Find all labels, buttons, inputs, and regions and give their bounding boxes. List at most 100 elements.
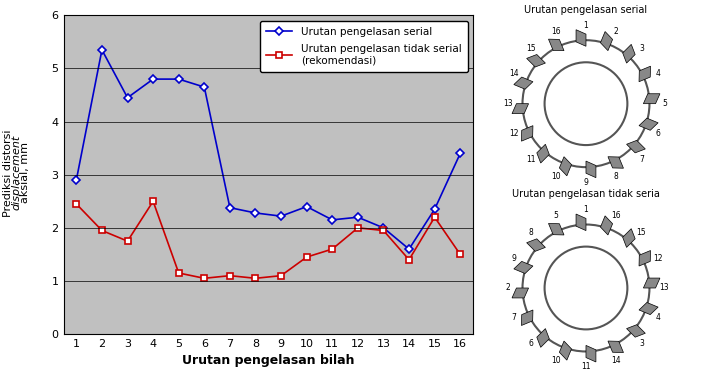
Legend: Urutan pengelasan serial, Urutan pengelasan tidak serial
(rekomendasi): Urutan pengelasan serial, Urutan pengela… [261,21,468,72]
Urutan pengelasan tidak serial
(rekomendasi) [226,273,234,278]
Text: 10: 10 [551,172,561,180]
Title: Urutan pengelasan serial: Urutan pengelasan serial [525,5,647,15]
Urutan pengelasan serial [354,215,362,220]
Polygon shape [586,161,596,178]
Polygon shape [626,141,645,153]
Text: 7: 7 [639,155,644,164]
Line: Urutan pengelasan serial: Urutan pengelasan serial [73,47,463,252]
Polygon shape [514,77,533,89]
Polygon shape [643,278,660,288]
Urutan pengelasan tidak serial
(rekomendasi) [251,276,260,281]
Text: aksial, mm: aksial, mm [20,142,30,203]
Polygon shape [626,325,645,337]
Urutan pengelasan tidak serial
(rekomendasi) [97,228,106,233]
Urutan pengelasan serial [124,95,132,100]
Urutan pengelasan serial [174,77,183,81]
Urutan pengelasan tidak serial
(rekomendasi) [72,202,80,206]
Polygon shape [639,250,650,266]
Urutan pengelasan tidak serial
(rekomendasi) [149,199,157,204]
Urutan pengelasan serial [456,151,465,156]
Text: Prediksi distorsi: Prediksi distorsi [4,129,13,217]
Text: 4: 4 [656,69,661,78]
Text: 3: 3 [639,44,644,53]
Urutan pengelasan serial [200,85,208,89]
Polygon shape [576,214,586,230]
Polygon shape [537,144,549,163]
Polygon shape [639,66,650,82]
Text: 10: 10 [551,356,561,365]
Urutan pengelasan serial [431,207,439,212]
Polygon shape [527,239,546,251]
Text: 7: 7 [511,313,516,323]
Urutan pengelasan tidak serial
(rekomendasi) [277,273,285,278]
Text: 13: 13 [503,99,513,108]
Text: 12: 12 [509,129,518,138]
Urutan pengelasan serial [379,225,388,230]
Polygon shape [512,288,529,298]
Text: 16: 16 [551,27,561,36]
Text: 9: 9 [584,177,588,187]
Text: 8: 8 [528,228,533,237]
Urutan pengelasan serial [72,178,80,182]
Urutan pengelasan tidak serial
(rekomendasi) [379,228,388,233]
Polygon shape [586,346,596,362]
Polygon shape [549,39,564,51]
Urutan pengelasan serial [302,204,311,209]
Text: 4: 4 [656,313,661,323]
Text: 2: 2 [614,27,618,36]
Text: 16: 16 [611,211,621,220]
Text: 15: 15 [526,44,535,53]
Title: Urutan pengelasan tidak seria: Urutan pengelasan tidak seria [512,189,660,199]
Urutan pengelasan serial [226,205,234,210]
Polygon shape [537,329,549,348]
Polygon shape [512,104,529,114]
Line: Urutan pengelasan tidak serial
(rekomendasi): Urutan pengelasan tidak serial (rekomend… [73,198,463,281]
X-axis label: Urutan pengelasan bilah: Urutan pengelasan bilah [182,354,354,367]
Urutan pengelasan tidak serial
(rekomendasi) [354,225,362,230]
Urutan pengelasan serial [277,214,285,218]
Polygon shape [601,31,613,51]
Polygon shape [608,341,623,353]
Urutan pengelasan tidak serial
(rekomendasi) [200,276,208,281]
Polygon shape [522,310,533,326]
Polygon shape [623,228,635,247]
Text: 1: 1 [584,21,588,30]
Text: 13: 13 [659,283,669,293]
Text: 14: 14 [611,356,621,365]
Urutan pengelasan serial [97,48,106,52]
Text: displacement: displacement [12,135,22,210]
Urutan pengelasan serial [251,211,260,215]
Text: 6: 6 [528,339,533,348]
Polygon shape [601,216,613,235]
Polygon shape [514,262,533,273]
Text: 5: 5 [662,99,666,108]
Polygon shape [639,303,658,314]
Urutan pengelasan serial [405,247,413,252]
Urutan pengelasan tidak serial
(rekomendasi) [431,215,439,220]
Urutan pengelasan tidak serial
(rekomendasi) [405,257,413,262]
Text: 12: 12 [654,253,663,263]
Polygon shape [608,157,623,168]
Text: 1: 1 [584,205,588,214]
Urutan pengelasan tidak serial
(rekomendasi) [174,271,183,275]
Polygon shape [639,118,658,130]
Polygon shape [549,223,564,235]
Text: 6: 6 [656,129,661,138]
Polygon shape [576,30,586,46]
Polygon shape [559,157,571,176]
Polygon shape [559,341,571,360]
Urutan pengelasan tidak serial
(rekomendasi) [124,239,132,243]
Text: 5: 5 [554,211,558,220]
Text: 2: 2 [505,283,510,293]
Text: 11: 11 [581,362,591,371]
Text: 8: 8 [614,172,618,180]
Text: 14: 14 [509,69,518,78]
Text: 15: 15 [637,228,646,237]
Urutan pengelasan tidak serial
(rekomendasi) [328,247,337,252]
Urutan pengelasan serial [149,77,157,81]
Urutan pengelasan tidak serial
(rekomendasi) [456,252,465,257]
Polygon shape [643,94,660,104]
Urutan pengelasan serial [328,218,337,222]
Polygon shape [623,44,635,63]
Text: 9: 9 [511,253,516,263]
